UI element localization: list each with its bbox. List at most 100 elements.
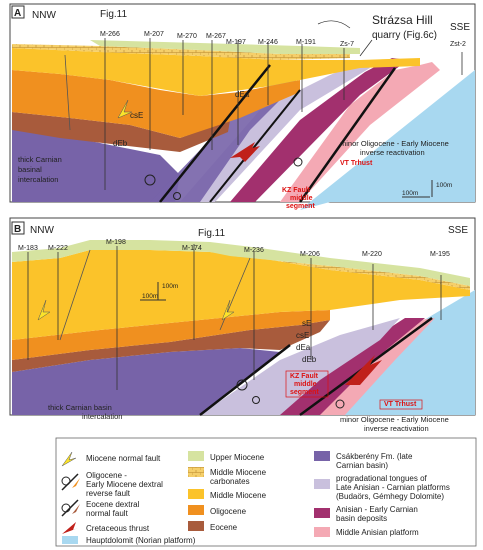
oligocene-b <box>12 310 330 360</box>
vt-thrust-b: VT Trhust <box>384 401 417 408</box>
unit-a-cse: csE <box>130 111 143 120</box>
well-a-7: Zs-7 <box>340 41 354 48</box>
dextral-symbol-a-2 <box>173 192 181 200</box>
well-a-6: M-191 <box>296 39 316 46</box>
panel-a-left-dir: NNW <box>32 10 56 21</box>
fault-a4 <box>64 54 71 131</box>
swatch-upper-miocene <box>188 451 204 461</box>
swatch-mm-carbonates <box>188 467 204 477</box>
vt-arc <box>317 20 351 29</box>
upper-miocene-b <box>12 240 470 286</box>
react-b-1: inverse reactivation <box>364 424 429 433</box>
legend-normal-fault-icon <box>61 451 77 467</box>
panel-a-right-dir: SSE <box>450 22 470 33</box>
scale-b-h: 100m <box>142 293 158 300</box>
panel-b-letter-box <box>11 221 25 235</box>
well-b-7: M-195 <box>430 251 450 258</box>
legend-fault-1b: Early Miocene dextral <box>86 480 163 489</box>
legend-right-1c: (Budaörs, Gémhegy Dolomite) <box>336 492 444 501</box>
oligocene-a <box>12 70 300 138</box>
unit-b-se: sE <box>302 319 311 328</box>
legend-right-1b: Late Anisian - Carnian platforms <box>336 483 450 492</box>
react-b-0: minor Oligocene - Early Miocene <box>340 415 449 424</box>
eocene-b <box>12 320 330 372</box>
swatch-middle-anisian <box>314 527 330 537</box>
normal-fault-arrow-b2 <box>221 299 235 321</box>
swatch-eocene <box>188 521 204 531</box>
legend-right-0a: Csákberény Fm. (late <box>336 452 413 461</box>
thrust-arrow-b <box>345 355 382 385</box>
swatch-hauptdolomit <box>62 536 78 544</box>
legend-fault-1c: reverse fault <box>86 489 131 498</box>
csakbereny-a <box>12 128 180 202</box>
legend-frame <box>55 437 477 547</box>
legend-right-1a: progradational tongues of <box>336 474 428 483</box>
legend-unit-1a: Middle Miocene <box>210 468 267 477</box>
middle-miocene-b <box>12 250 470 340</box>
hill-label-2: quarry (Fig.6c) <box>372 30 437 41</box>
legend-fault-2b: normal fault <box>86 509 129 518</box>
eocene-a <box>12 112 230 152</box>
legend-unit-1b: carbonates <box>210 477 250 486</box>
scale-b-v: 100m <box>162 283 178 290</box>
callout-a-left-0: thick Carnian <box>18 155 62 164</box>
panel-a-fig-ref: Fig.11 <box>100 9 127 20</box>
vt-thrust-a: VT Trhust <box>340 160 373 167</box>
wells-b <box>27 244 442 390</box>
normal-fault-arrow-a <box>117 99 133 119</box>
legend-right-3: Middle Anisian platform <box>336 528 419 537</box>
well-b-6: M-220 <box>362 251 382 258</box>
callout-a-left-1: basinal <box>18 165 42 174</box>
legend-fault-0: Miocene normal fault <box>86 454 161 463</box>
well-b-0: M-183 <box>18 245 38 252</box>
fault-b1 <box>199 344 291 416</box>
panel-a-letter: A <box>14 8 21 19</box>
well-b-2: M-198 <box>106 239 126 246</box>
kz-fault-a-0: KZ Fault <box>282 187 311 194</box>
swatch-csakbereny <box>314 451 330 461</box>
callout-b-left-1: intercalation <box>82 412 122 421</box>
legend-unit-0: Upper Miocene <box>210 453 265 462</box>
kz-fault-b-0: KZ Fault <box>290 373 319 380</box>
scale-a-h: 100m <box>402 190 418 197</box>
legend-right-0b: Carnian basin) <box>336 461 388 470</box>
legend-right-2a: Anisian - Early Carnian <box>336 505 418 514</box>
panel-b-fig-ref: Fig.11 <box>198 228 225 239</box>
well-a-3: M-267 <box>206 33 226 40</box>
legend-fault-2a: Eocene dextral <box>86 500 140 509</box>
well-b-4: M-236 <box>244 247 264 254</box>
dextral-symbol-a-3 <box>293 157 303 167</box>
hill-label: Strázsa Hill <box>372 13 433 27</box>
well-b-1: M-222 <box>48 245 68 252</box>
hauptdolomit-a <box>300 70 475 210</box>
fault-a3 <box>298 67 397 203</box>
kz-fault-b-1: middle <box>294 381 317 388</box>
fault-b3 <box>59 249 91 341</box>
kz-fault-a-2: segment <box>286 203 315 210</box>
swatch-middle-miocene <box>188 489 204 499</box>
dextral-symbol-b-3 <box>335 399 345 409</box>
well-a-4: M-197 <box>226 39 246 46</box>
well-a-0: M-266 <box>100 31 120 38</box>
panel-a-letter-box <box>11 5 25 19</box>
middle-miocene-a <box>12 48 420 96</box>
unit-b-dea: dEa <box>296 343 311 352</box>
swatch-prograd <box>314 479 330 489</box>
legend-dextral-reverse-icon <box>61 473 80 491</box>
scale-a-v: 100m <box>436 182 452 189</box>
legend-fault-1a: Oligocene - <box>86 471 127 480</box>
unit-a-deb: dEb <box>113 139 128 148</box>
callout-b-left-0: thick Carnian basin <box>48 403 112 412</box>
well-a-8: Zst-2 <box>450 41 466 48</box>
unit-b-deb: dEb <box>302 355 317 364</box>
swatch-anisian-basin <box>314 508 330 518</box>
wells-a <box>104 38 463 190</box>
vt-thrust-b-box <box>379 399 423 410</box>
fault-a1 <box>159 64 271 203</box>
panel-a: M-266 M-207 M-270 M-267 M-197 M-246 M-19… <box>9 3 476 210</box>
middle-anisian-a <box>200 62 440 202</box>
legend-right-2b: basin deposits <box>336 514 387 523</box>
unit-a-dea: dEa <box>235 90 250 99</box>
